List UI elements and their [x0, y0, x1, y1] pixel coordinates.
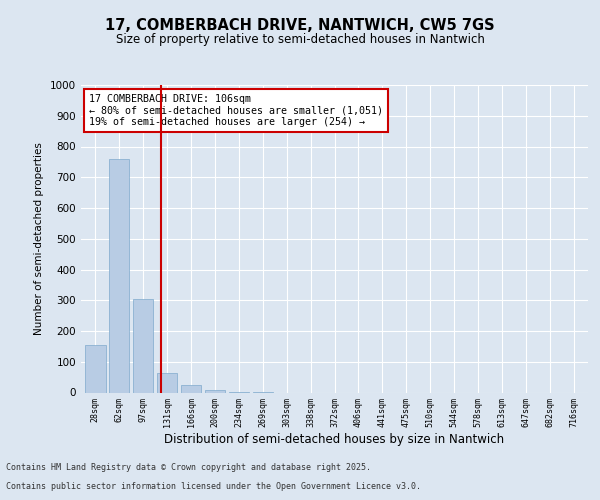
Bar: [133, 298, 154, 392]
Bar: [157, 374, 177, 392]
Bar: [181, 385, 201, 392]
Text: Contains HM Land Registry data © Crown copyright and database right 2025.: Contains HM Land Registry data © Crown c…: [6, 464, 371, 472]
Text: Contains public sector information licensed under the Open Government Licence v3: Contains public sector information licen…: [6, 482, 421, 491]
Y-axis label: Number of semi-detached properties: Number of semi-detached properties: [34, 142, 44, 335]
Bar: [85, 345, 106, 393]
X-axis label: Distribution of semi-detached houses by size in Nantwich: Distribution of semi-detached houses by …: [164, 433, 505, 446]
Text: 17 COMBERBACH DRIVE: 106sqm
← 80% of semi-detached houses are smaller (1,051)
19: 17 COMBERBACH DRIVE: 106sqm ← 80% of sem…: [89, 94, 383, 128]
Text: Size of property relative to semi-detached houses in Nantwich: Size of property relative to semi-detach…: [116, 32, 484, 46]
Bar: [205, 390, 225, 392]
Bar: [109, 159, 130, 392]
Text: 17, COMBERBACH DRIVE, NANTWICH, CW5 7GS: 17, COMBERBACH DRIVE, NANTWICH, CW5 7GS: [105, 18, 495, 32]
